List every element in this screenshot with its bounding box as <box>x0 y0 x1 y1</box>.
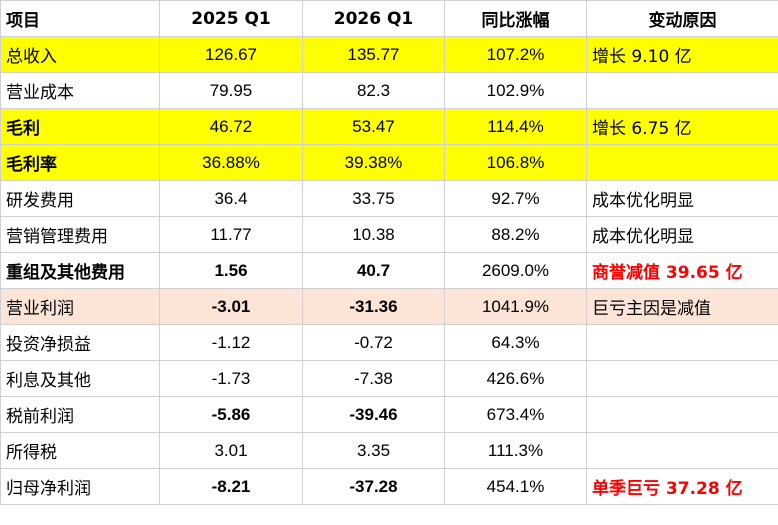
cell-reason: 成本优化明显 <box>586 216 778 253</box>
cell-reason <box>586 72 778 109</box>
cell-yoy: 106.8% <box>444 144 587 181</box>
table-row: 总收入 126.67 135.77 107.2% 增长 9.10 亿 <box>0 36 778 73</box>
cell-2026-q1: 10.38 <box>302 216 445 253</box>
cell-2025-q1: 79.95 <box>159 72 303 109</box>
cell-reason: 成本优化明显 <box>586 180 778 217</box>
cell-reason <box>586 396 778 433</box>
table-row: 所得税 3.01 3.35 111.3% <box>0 432 778 469</box>
financial-comparison-table: 项目 2025 Q1 2026 Q1 同比涨幅 变动原因 总收入 126.67 … <box>0 0 778 505</box>
cell-2025-q1: 46.72 <box>159 108 303 145</box>
cell-2025-q1: 3.01 <box>159 432 303 469</box>
cell-yoy: 114.4% <box>444 108 587 145</box>
cell-yoy: 92.7% <box>444 180 587 217</box>
cell-reason <box>586 360 778 397</box>
row-label: 税前利润 <box>0 396 160 433</box>
cell-yoy: 64.3% <box>444 324 587 361</box>
cell-2026-q1: 39.38% <box>302 144 445 181</box>
table-row: 营业利润 -3.01 -31.36 1041.9% 巨亏主因是减值 <box>0 288 778 325</box>
cell-yoy: 102.9% <box>444 72 587 109</box>
header-2026-q1: 2026 Q1 <box>302 0 445 37</box>
cell-2025-q1: 36.4 <box>159 180 303 217</box>
header-row: 项目 2025 Q1 2026 Q1 同比涨幅 变动原因 <box>0 0 778 37</box>
cell-2025-q1: 1.56 <box>159 252 303 289</box>
cell-2026-q1: 82.3 <box>302 72 445 109</box>
table-row: 利息及其他 -1.73 -7.38 426.6% <box>0 360 778 397</box>
row-label: 总收入 <box>0 36 160 73</box>
cell-reason: 单季巨亏 37.28 亿 <box>586 468 778 505</box>
table-row: 重组及其他费用 1.56 40.7 2609.0% 商誉减值 39.65 亿 <box>0 252 778 289</box>
row-label: 所得税 <box>0 432 160 469</box>
cell-yoy: 107.2% <box>444 36 587 73</box>
cell-2025-q1: -1.12 <box>159 324 303 361</box>
header-item: 项目 <box>0 0 160 37</box>
cell-2026-q1: -0.72 <box>302 324 445 361</box>
table-row: 归母净利润 -8.21 -37.28 454.1% 单季巨亏 37.28 亿 <box>0 468 778 505</box>
table-row: 营销管理费用 11.77 10.38 88.2% 成本优化明显 <box>0 216 778 253</box>
cell-reason <box>586 324 778 361</box>
cell-reason: 增长 9.10 亿 <box>586 36 778 73</box>
cell-2025-q1: -1.73 <box>159 360 303 397</box>
cell-2025-q1: -8.21 <box>159 468 303 505</box>
row-label: 归母净利润 <box>0 468 160 505</box>
cell-yoy: 111.3% <box>444 432 587 469</box>
row-label: 毛利 <box>0 108 160 145</box>
cell-2026-q1: 135.77 <box>302 36 445 73</box>
cell-2026-q1: -39.46 <box>302 396 445 433</box>
table-row: 税前利润 -5.86 -39.46 673.4% <box>0 396 778 433</box>
cell-2026-q1: 53.47 <box>302 108 445 145</box>
row-label: 利息及其他 <box>0 360 160 397</box>
cell-reason <box>586 432 778 469</box>
cell-yoy: 88.2% <box>444 216 587 253</box>
row-label: 营业成本 <box>0 72 160 109</box>
header-2025-q1: 2025 Q1 <box>159 0 303 37</box>
cell-2026-q1: 33.75 <box>302 180 445 217</box>
header-yoy: 同比涨幅 <box>444 0 587 37</box>
cell-reason: 巨亏主因是减值 <box>586 288 778 325</box>
row-label: 研发费用 <box>0 180 160 217</box>
table-row: 毛利 46.72 53.47 114.4% 增长 6.75 亿 <box>0 108 778 145</box>
header-reason: 变动原因 <box>586 0 778 37</box>
table-row: 投资净损益 -1.12 -0.72 64.3% <box>0 324 778 361</box>
cell-yoy: 2609.0% <box>444 252 587 289</box>
row-label: 营销管理费用 <box>0 216 160 253</box>
cell-reason: 增长 6.75 亿 <box>586 108 778 145</box>
cell-2025-q1: 36.88% <box>159 144 303 181</box>
row-label: 营业利润 <box>0 288 160 325</box>
cell-yoy: 454.1% <box>444 468 587 505</box>
cell-2025-q1: 126.67 <box>159 36 303 73</box>
cell-yoy: 1041.9% <box>444 288 587 325</box>
cell-2025-q1: 11.77 <box>159 216 303 253</box>
cell-yoy: 673.4% <box>444 396 587 433</box>
cell-yoy: 426.6% <box>444 360 587 397</box>
cell-2026-q1: -31.36 <box>302 288 445 325</box>
cell-2026-q1: 3.35 <box>302 432 445 469</box>
cell-2026-q1: 40.7 <box>302 252 445 289</box>
table-row: 营业成本 79.95 82.3 102.9% <box>0 72 778 109</box>
cell-2026-q1: -37.28 <box>302 468 445 505</box>
row-label: 毛利率 <box>0 144 160 181</box>
cell-2025-q1: -5.86 <box>159 396 303 433</box>
cell-reason <box>586 144 778 181</box>
cell-2026-q1: -7.38 <box>302 360 445 397</box>
cell-reason: 商誉减值 39.65 亿 <box>586 252 778 289</box>
table-row: 毛利率 36.88% 39.38% 106.8% <box>0 144 778 181</box>
table-row: 研发费用 36.4 33.75 92.7% 成本优化明显 <box>0 180 778 217</box>
row-label: 重组及其他费用 <box>0 252 160 289</box>
row-label: 投资净损益 <box>0 324 160 361</box>
cell-2025-q1: -3.01 <box>159 288 303 325</box>
